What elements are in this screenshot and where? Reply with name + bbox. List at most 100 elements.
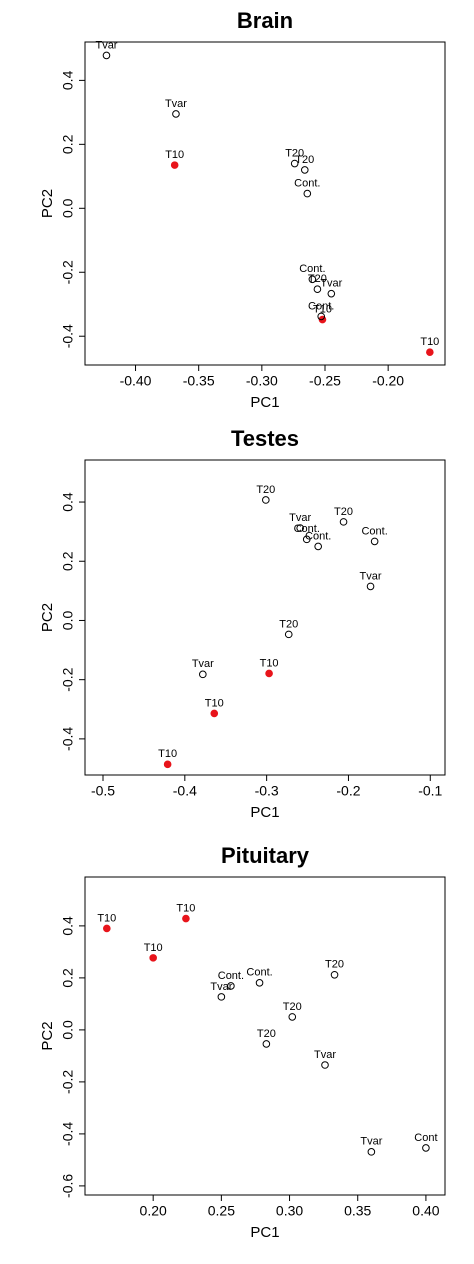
y-axis-label: PC2 [39, 603, 56, 632]
point-label: Tvar [192, 658, 214, 670]
x-tick-label: -0.25 [309, 373, 341, 389]
point-label: Cont. [305, 530, 331, 542]
point-label: T20 [325, 959, 344, 971]
data-point [217, 993, 226, 1001]
x-tick-label: -0.5 [91, 783, 115, 799]
point-label: Cont. [299, 263, 325, 275]
data-point [327, 289, 336, 298]
data-point [366, 582, 375, 591]
data-point [314, 542, 322, 551]
point-label: Tvar [165, 98, 187, 110]
data-point [102, 51, 111, 60]
plot-box [84, 41, 446, 366]
point-label: Cont [414, 1132, 437, 1144]
point-label: Cont. [246, 967, 272, 979]
y-tick-label: 0.0 [60, 1020, 76, 1040]
point-label: T10 [97, 912, 116, 924]
data-point [370, 537, 379, 546]
point-label: T20 [295, 154, 314, 166]
point-label: T20 [285, 147, 304, 159]
point-label: T10 [176, 903, 195, 915]
x-tick-label: 0.40 [412, 1203, 439, 1219]
data-point [227, 982, 235, 990]
point-label: T20 [257, 1028, 276, 1040]
point-label: Cont. [308, 300, 334, 312]
point-label: Cont. [218, 970, 244, 982]
point-label: T20 [256, 484, 275, 496]
y-tick-label: 0.0 [60, 198, 76, 218]
plot-box [84, 876, 446, 1196]
y-axis-label: PC2 [39, 189, 56, 218]
x-tick-label: -0.20 [372, 373, 404, 389]
data-point [199, 670, 207, 679]
point-label: T10 [158, 748, 177, 760]
point-label: T20 [308, 273, 327, 285]
y-tick-label: -0.4 [60, 1122, 76, 1146]
point-label: Tvar [360, 570, 382, 582]
point-label: T10 [165, 149, 184, 161]
point-label: T10 [260, 657, 279, 669]
point-label: Tvar [320, 278, 342, 290]
point-label: Cont. [361, 525, 387, 537]
y-tick-label: -0.2 [60, 260, 76, 284]
data-point [321, 1061, 329, 1069]
data-point [262, 1040, 271, 1048]
data-point [284, 630, 293, 639]
data-point [262, 496, 270, 504]
point-label: T10 [205, 697, 224, 709]
x-axis-label: PC1 [250, 804, 279, 821]
data-point [313, 285, 322, 294]
data-point [265, 669, 273, 678]
data-point [317, 312, 326, 321]
data-point [288, 1013, 297, 1021]
point-label: T10 [420, 336, 439, 348]
data-point [303, 189, 312, 198]
data-point [367, 1148, 376, 1156]
y-tick-label: 0.4 [60, 70, 76, 90]
data-point [149, 954, 157, 962]
x-tick-label: -0.3 [255, 783, 279, 799]
point-label: Tvar [210, 981, 232, 993]
data-point [290, 159, 299, 168]
y-tick-label: -0.6 [60, 1174, 76, 1198]
data-point [426, 348, 434, 357]
y-tick-label: 0.2 [60, 551, 76, 571]
y-tick-label: -0.2 [60, 1070, 76, 1094]
data-point [302, 535, 311, 544]
x-tick-label: 0.25 [208, 1203, 235, 1219]
x-tick-label: 0.30 [276, 1203, 303, 1219]
y-tick-label: 0.2 [60, 134, 76, 154]
data-point [172, 110, 180, 118]
x-tick-label: -0.35 [183, 373, 215, 389]
y-tick-label: 0.4 [60, 916, 76, 936]
x-tick-label: -0.4 [173, 783, 197, 799]
data-point [182, 914, 190, 923]
data-point [422, 1144, 430, 1152]
point-label: Cont. [294, 177, 320, 189]
x-tick-label: -0.2 [336, 783, 360, 799]
y-tick-label: -0.2 [60, 667, 76, 691]
data-point [163, 760, 172, 769]
data-point [210, 709, 219, 718]
x-axis-label: PC1 [250, 394, 279, 411]
x-tick-label: -0.40 [120, 373, 152, 389]
point-label: Tvar [360, 1136, 382, 1148]
data-point [300, 166, 309, 174]
point-label: Tvar [95, 39, 117, 51]
point-label: T20 [334, 506, 353, 518]
point-label: T10 [144, 942, 163, 954]
data-point [255, 979, 264, 987]
point-label: T20 [283, 1001, 302, 1013]
point-label: T20 [279, 618, 298, 630]
y-tick-label: -0.4 [60, 324, 76, 348]
data-point [103, 924, 111, 933]
x-tick-label: -0.30 [246, 373, 278, 389]
data-point [330, 970, 339, 979]
y-axis-label: PC2 [39, 1021, 56, 1050]
point-label: Tvar [314, 1049, 336, 1061]
data-point [170, 161, 179, 169]
x-axis-label: PC1 [250, 1224, 279, 1241]
chart-title: Brain [237, 8, 293, 33]
x-tick-label: 0.35 [344, 1203, 371, 1219]
